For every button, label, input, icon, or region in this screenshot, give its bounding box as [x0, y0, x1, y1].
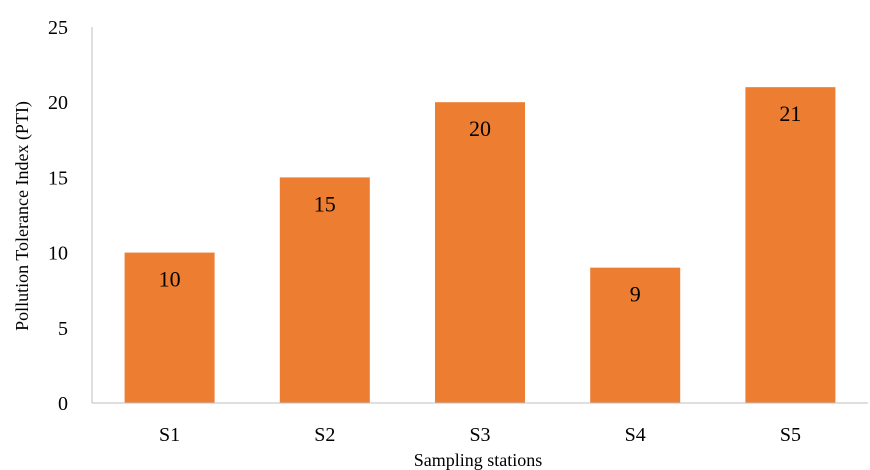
y-tick-label: 25 [48, 17, 68, 39]
y-axis-title-group: Pollution Tolerance Index (PTI) [12, 101, 33, 331]
bar [279, 177, 370, 403]
y-tick-label: 10 [48, 243, 68, 265]
data-label: 21 [779, 101, 801, 126]
y-tick-label: 20 [48, 92, 68, 114]
x-tick-label: S4 [625, 424, 646, 446]
data-label: 20 [469, 116, 491, 141]
x-tick-label: S5 [780, 424, 801, 446]
y-axis-title: Pollution Tolerance Index (PTI) [12, 101, 33, 331]
bar [124, 252, 215, 403]
bar [435, 102, 525, 403]
data-label: 10 [159, 267, 181, 292]
y-tick-label: 0 [58, 393, 68, 415]
bar [745, 87, 836, 403]
x-tick-label: S1 [159, 424, 180, 446]
plot-area: 0 5 10 15 20 25 10 S1 15 S2 20 S3 9 S4 21 S5 [48, 17, 868, 446]
y-tick-label: 5 [58, 318, 68, 340]
y-tick-label: 15 [48, 167, 68, 189]
x-axis-title: Sampling stations [414, 450, 543, 470]
x-tick-label: S3 [469, 424, 490, 446]
data-label: 9 [630, 282, 641, 307]
x-tick-label: S2 [314, 424, 335, 446]
data-label: 15 [314, 191, 336, 216]
bar [590, 267, 681, 403]
